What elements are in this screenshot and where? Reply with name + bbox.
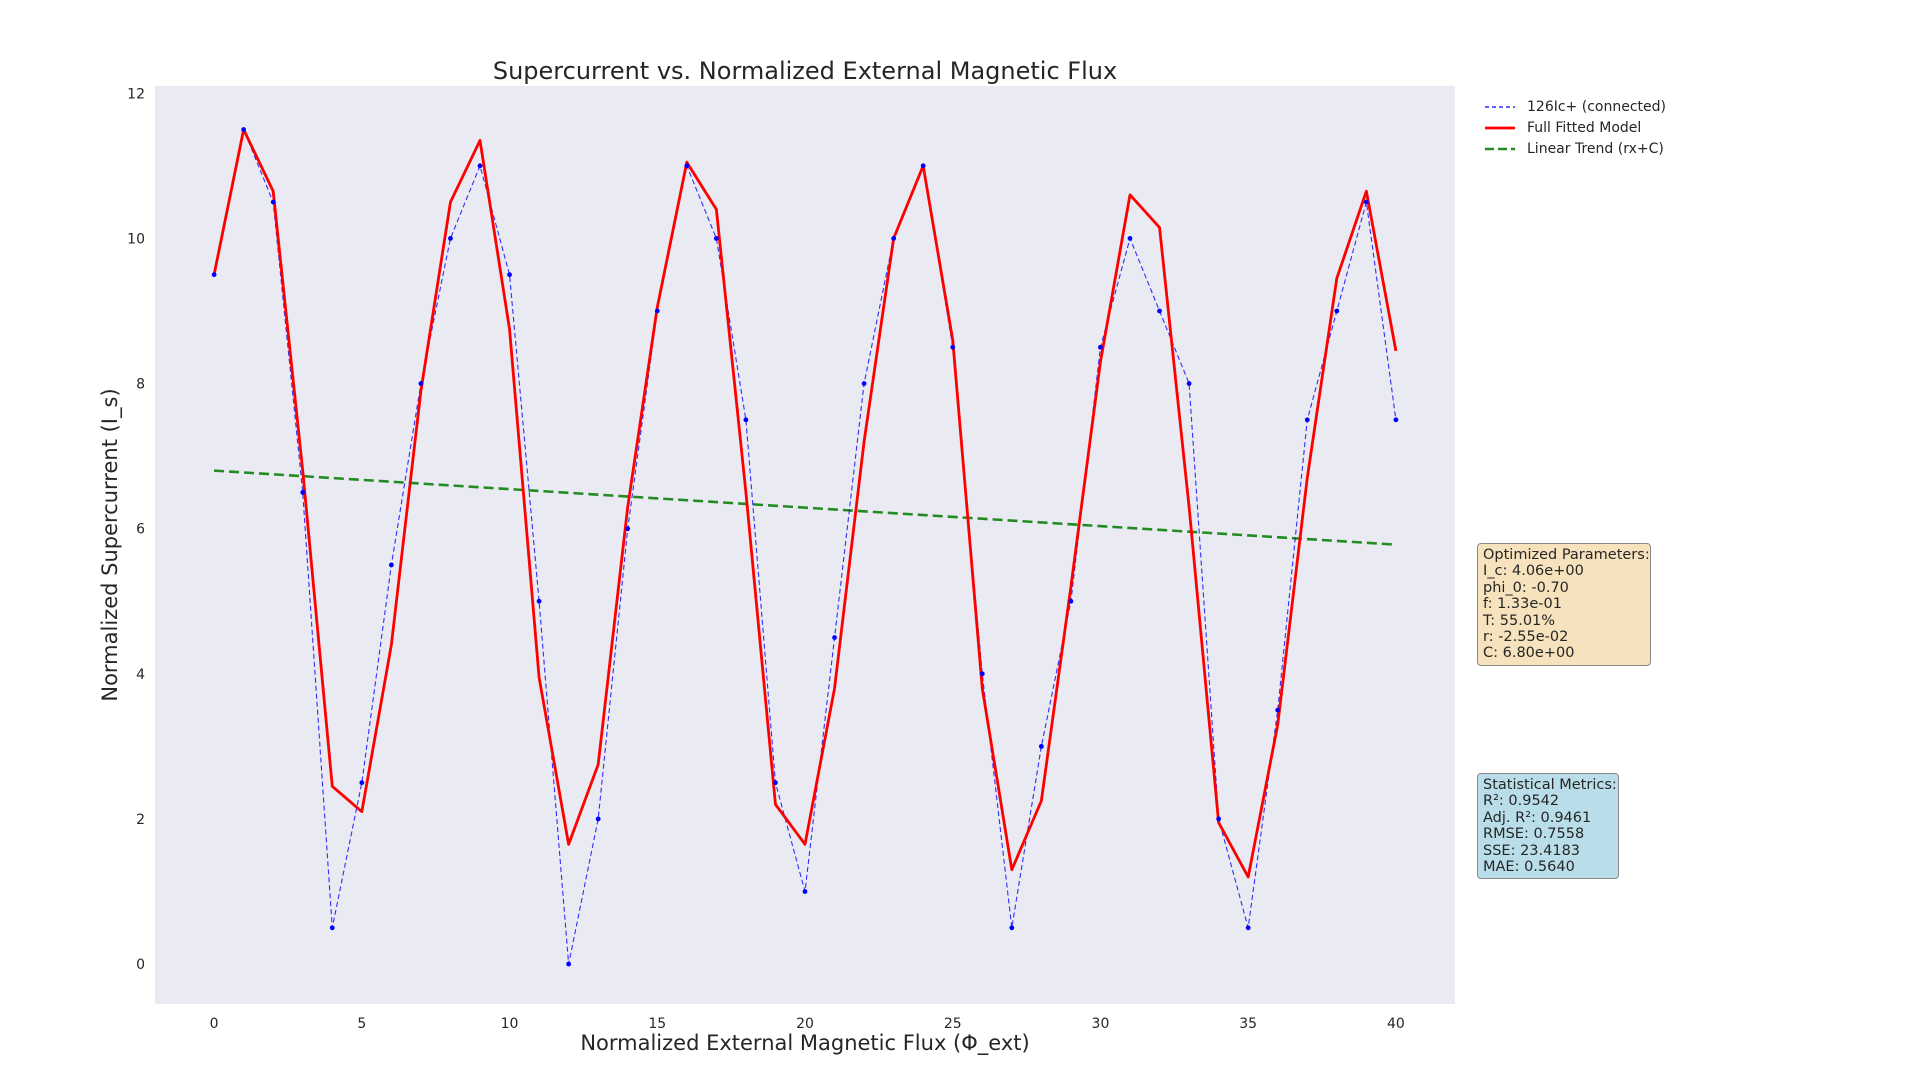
y-tick-label: 0 <box>136 957 145 973</box>
params-line: Optimized Parameters: <box>1483 547 1650 563</box>
metrics-line: MAE: 0.5640 <box>1483 859 1575 876</box>
data-point <box>979 671 985 677</box>
params-line: T: 55.01% <box>1483 612 1556 629</box>
data-point <box>950 344 956 350</box>
data-point <box>1363 199 1369 205</box>
optimized-parameters-box: Optimized Parameters: I_c: 4.06e+00 phi_… <box>1477 543 1651 666</box>
data-point <box>1157 308 1162 314</box>
x-tick-label: 40 <box>1387 1016 1405 1032</box>
params-line: phi_0: -0.70 <box>1483 579 1569 596</box>
params-line: I_c: 4.06e+00 <box>1483 563 1584 580</box>
statistical-metrics-box: Statistical Metrics: R²: 0.9542 Adj. R²:… <box>1477 773 1619 880</box>
data-point <box>832 635 837 640</box>
data-point <box>773 780 778 786</box>
y-tick-label: 2 <box>136 812 145 828</box>
data-point <box>388 562 394 568</box>
plot-area <box>155 86 1455 1004</box>
x-axis-ticks: 0 5 10 15 20 25 30 35 40 <box>210 1016 1405 1032</box>
params-line: r: -2.55e-02 <box>1483 629 1569 646</box>
x-tick-label: 15 <box>648 1016 666 1032</box>
x-tick-label: 0 <box>210 1016 219 1032</box>
data-point <box>1068 598 1074 604</box>
data-point <box>1304 417 1310 423</box>
data-point <box>300 489 306 495</box>
legend-item-data: 126Ic+ (connected) <box>1485 96 1666 117</box>
data-point <box>1245 925 1251 931</box>
y-tick-label: 6 <box>136 522 145 538</box>
y-axis-ticks: 0 2 4 6 8 10 12 <box>127 86 145 973</box>
data-point <box>1098 344 1103 350</box>
y-tick-label: 4 <box>136 667 145 683</box>
data-point <box>1216 816 1222 822</box>
data-point <box>359 780 365 786</box>
x-tick-label: 10 <box>501 1016 519 1032</box>
data-point <box>861 381 867 386</box>
data-point <box>802 889 808 894</box>
params-line: f: 1.33e-01 <box>1483 596 1562 613</box>
series-line-fitted-model <box>212 128 1398 879</box>
metrics-line: Adj. R²: 0.9461 <box>1483 809 1592 826</box>
data-point <box>1275 707 1281 713</box>
data-point <box>684 163 690 169</box>
y-tick-label: 8 <box>136 377 145 393</box>
y-tick-label: 10 <box>127 231 145 247</box>
legend-swatch-data <box>1485 101 1515 113</box>
metrics-line: RMSE: 0.7558 <box>1483 826 1585 843</box>
data-point <box>1334 308 1340 314</box>
data-point <box>536 598 542 604</box>
metrics-line: SSE: 23.4183 <box>1483 842 1581 859</box>
x-tick-label: 25 <box>944 1016 962 1032</box>
metrics-line: R²: 0.9542 <box>1483 793 1560 810</box>
data-point <box>891 235 897 241</box>
x-tick-label: 20 <box>796 1016 814 1032</box>
data-point <box>595 816 601 822</box>
data-point <box>654 308 660 314</box>
legend-label-model: Full Fitted Model <box>1527 119 1642 136</box>
data-point <box>920 163 926 169</box>
metrics-line: Statistical Metrics: <box>1483 777 1617 793</box>
data-point <box>1009 925 1015 931</box>
legend-label-trend: Linear Trend (rx+C) <box>1527 140 1664 157</box>
data-point <box>477 163 483 169</box>
data-point <box>418 381 424 386</box>
data-point <box>1127 235 1133 241</box>
x-tick-label: 35 <box>1239 1016 1257 1032</box>
data-point <box>211 272 217 278</box>
series-layer <box>211 127 1399 967</box>
legend-swatch-trend <box>1485 143 1515 155</box>
x-tick-label: 5 <box>357 1016 366 1032</box>
legend: 126Ic+ (connected) Full Fitted Model Lin… <box>1485 96 1666 159</box>
data-point <box>448 235 453 241</box>
data-point <box>1393 417 1399 423</box>
data-point <box>329 925 335 931</box>
x-axis-label: Normalized External Magnetic Flux (Φ_ext… <box>580 1031 1029 1056</box>
data-point <box>713 235 719 241</box>
data-point <box>507 272 512 278</box>
data-point <box>1038 743 1044 749</box>
data-point <box>566 961 572 967</box>
data-point <box>743 417 749 423</box>
params-line: C: 6.80e+00 <box>1483 645 1575 662</box>
y-tick-label: 12 <box>127 86 145 102</box>
data-point <box>1186 381 1192 386</box>
x-tick-label: 30 <box>1092 1016 1110 1032</box>
chart-title: Supercurrent vs. Normalized External Mag… <box>493 57 1117 85</box>
data-point <box>241 127 247 132</box>
legend-label-data: 126Ic+ (connected) <box>1527 98 1666 115</box>
data-point <box>270 199 276 205</box>
data-point <box>625 526 631 532</box>
y-axis-label: Normalized Supercurrent (I_s) <box>98 388 123 701</box>
legend-swatch-model <box>1485 122 1515 134</box>
legend-item-model: Full Fitted Model <box>1485 117 1666 138</box>
legend-item-trend: Linear Trend (rx+C) <box>1485 138 1666 159</box>
